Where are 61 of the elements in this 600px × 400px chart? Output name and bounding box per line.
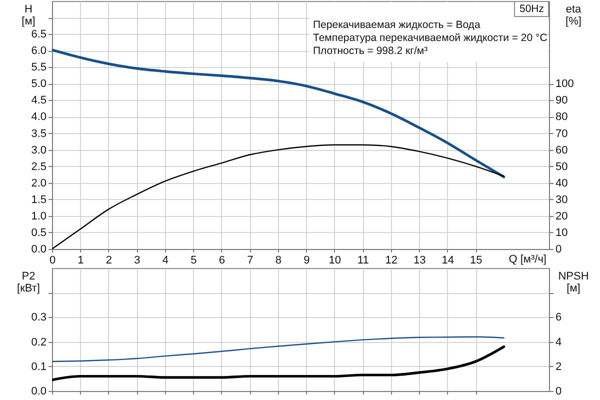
y2-tick-label: 2 (556, 360, 562, 373)
x-axis-title: Q [м³/ч] (508, 254, 546, 266)
y-tick-label: 3.5 (31, 128, 46, 140)
y2-axis-title: NPSH [м] (558, 270, 589, 294)
y2-tick-label: 0 (556, 244, 562, 256)
y-tick-label: 5.0 (31, 78, 46, 90)
chart-title: 50Hz (514, 1, 549, 17)
y-tick-label: 6.5 (31, 28, 46, 41)
y2-tick-label: 10 (556, 226, 568, 239)
y-tick-label: 4.0 (31, 111, 46, 124)
line-series (52, 336, 504, 362)
y-tick-label: 5.5 (31, 62, 46, 74)
y-tick-label: 2.5 (31, 160, 46, 173)
y-tick-label: 6.0 (31, 45, 46, 58)
y2-tick-label: 30 (556, 194, 568, 206)
y2-tick-label: 20 (556, 210, 568, 222)
y-tick-label: 0.3 (31, 312, 46, 324)
x-tick-label: 10 (328, 254, 342, 266)
x-tick-label: 2 (106, 254, 112, 266)
x-tick-label: 0 (49, 254, 56, 266)
y2-tick-label: 100 (556, 78, 574, 90)
x-tick-label: 4 (162, 254, 169, 266)
y2-tick-label: 40 (556, 177, 568, 190)
x-tick-label: 9 (304, 254, 310, 266)
y-tick-label: 0.5 (31, 226, 46, 239)
y-tick-label: 3.0 (31, 144, 46, 156)
y-tick-label: 1.0 (31, 210, 46, 222)
y2-tick-label: 4 (556, 336, 562, 348)
x-tick-label: 6 (218, 254, 225, 266)
x-tick-label: 13 (413, 254, 426, 266)
y-tick-label: 1.5 (31, 194, 46, 206)
y2-tick-label: 70 (556, 128, 568, 140)
x-tick-label: 3 (134, 254, 140, 266)
line-series (52, 144, 504, 249)
y-tick-label: 2.0 (31, 177, 46, 190)
y2-tick-label: 50 (556, 160, 568, 173)
annotation: Плотность = 998.2 кг/м³ (312, 45, 429, 58)
y2-tick-label: 0 (556, 386, 562, 398)
y2-axis-title: eta [%] (566, 4, 582, 28)
x-tick-label: 7 (247, 254, 254, 266)
x-tick-label: 14 (442, 254, 454, 266)
y-axis-title: P2 [кВт] (17, 270, 40, 294)
x-tick-label: 11 (357, 254, 369, 266)
x-tick-label: 12 (385, 254, 398, 266)
y2-tick-label: 60 (556, 144, 568, 156)
x-tick-label: 1 (78, 254, 84, 266)
annotation: Перекачиваемая жидкость = Вода (312, 19, 482, 32)
y2-tick-label: 90 (556, 94, 568, 107)
x-tick-label: 15 (470, 254, 482, 266)
x-tick-label: 8 (275, 254, 282, 266)
y-tick-label: 0.1 (31, 360, 46, 373)
y2-tick-label: 6 (556, 312, 562, 324)
y-axis-title: H [м] (22, 4, 36, 28)
x-tick-label: 5 (190, 254, 197, 266)
y-tick-label: 4.5 (31, 94, 46, 107)
y-tick-label: 0.0 (31, 244, 46, 256)
annotation: Температура перекачиваемой жидкости = 20 °C (312, 32, 548, 45)
y-tick-label: 0.2 (31, 336, 46, 348)
y-tick-label: 0.0 (31, 386, 46, 398)
y2-tick-label: 80 (556, 111, 568, 124)
line-series (52, 345, 506, 382)
